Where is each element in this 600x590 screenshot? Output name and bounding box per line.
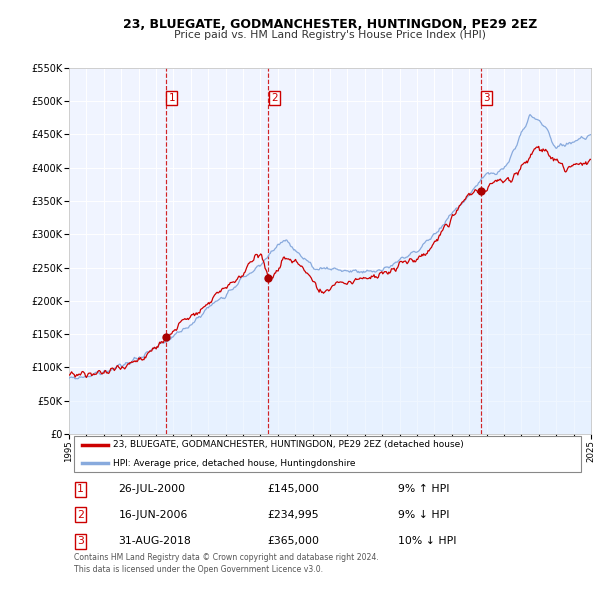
FancyBboxPatch shape [74, 435, 581, 472]
Text: £234,995: £234,995 [268, 510, 319, 520]
Text: 1: 1 [77, 484, 84, 494]
Text: Price paid vs. HM Land Registry's House Price Index (HPI): Price paid vs. HM Land Registry's House … [174, 30, 486, 40]
Text: 23, BLUEGATE, GODMANCHESTER, HUNTINGDON, PE29 2EZ (detached house): 23, BLUEGATE, GODMANCHESTER, HUNTINGDON,… [113, 440, 464, 449]
Text: 26-JUL-2000: 26-JUL-2000 [119, 484, 186, 494]
Text: £145,000: £145,000 [268, 484, 319, 494]
Text: 9% ↑ HPI: 9% ↑ HPI [398, 484, 449, 494]
Text: 10% ↓ HPI: 10% ↓ HPI [398, 536, 457, 546]
Text: 31-AUG-2018: 31-AUG-2018 [119, 536, 191, 546]
Text: 23, BLUEGATE, GODMANCHESTER, HUNTINGDON, PE29 2EZ: 23, BLUEGATE, GODMANCHESTER, HUNTINGDON,… [123, 18, 537, 31]
Text: 16-JUN-2006: 16-JUN-2006 [119, 510, 188, 520]
Text: 2: 2 [77, 510, 84, 520]
Text: HPI: Average price, detached house, Huntingdonshire: HPI: Average price, detached house, Hunt… [113, 458, 356, 467]
Text: 9% ↓ HPI: 9% ↓ HPI [398, 510, 449, 520]
Text: £365,000: £365,000 [268, 536, 319, 546]
Text: 1: 1 [169, 93, 175, 103]
Text: 2: 2 [271, 93, 278, 103]
Text: 3: 3 [483, 93, 490, 103]
Text: Contains HM Land Registry data © Crown copyright and database right 2024.
This d: Contains HM Land Registry data © Crown c… [74, 553, 379, 574]
Text: 3: 3 [77, 536, 84, 546]
